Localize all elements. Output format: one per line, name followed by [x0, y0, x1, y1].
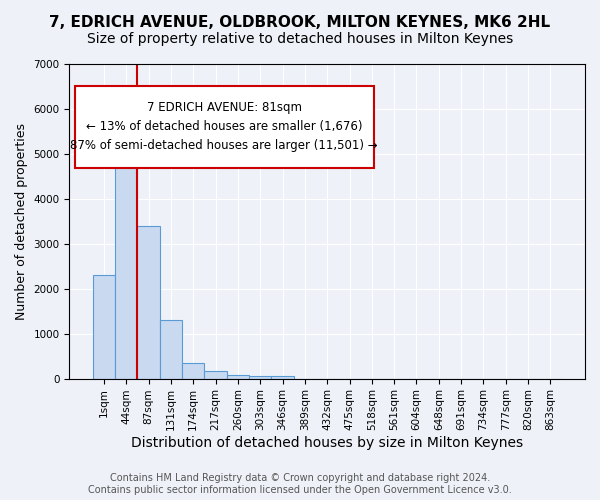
Text: Size of property relative to detached houses in Milton Keynes: Size of property relative to detached ho…	[87, 32, 513, 46]
Bar	[182, 363, 205, 378]
Bar	[271, 376, 294, 378]
Bar	[160, 320, 182, 378]
Text: Contains HM Land Registry data © Crown copyright and database right 2024.
Contai: Contains HM Land Registry data © Crown c…	[88, 474, 512, 495]
Bar	[227, 374, 249, 378]
Bar	[137, 226, 160, 378]
Y-axis label: Number of detached properties: Number of detached properties	[15, 123, 28, 320]
Bar	[249, 376, 271, 378]
Text: 7, EDRICH AVENUE, OLDBROOK, MILTON KEYNES, MK6 2HL: 7, EDRICH AVENUE, OLDBROOK, MILTON KEYNE…	[49, 15, 551, 30]
Bar	[93, 275, 115, 378]
Bar	[205, 371, 227, 378]
X-axis label: Distribution of detached houses by size in Milton Keynes: Distribution of detached houses by size …	[131, 436, 523, 450]
FancyBboxPatch shape	[74, 86, 374, 168]
Bar	[115, 132, 137, 378]
Text: 7 EDRICH AVENUE: 81sqm
← 13% of detached houses are smaller (1,676)
87% of semi-: 7 EDRICH AVENUE: 81sqm ← 13% of detached…	[70, 102, 378, 152]
